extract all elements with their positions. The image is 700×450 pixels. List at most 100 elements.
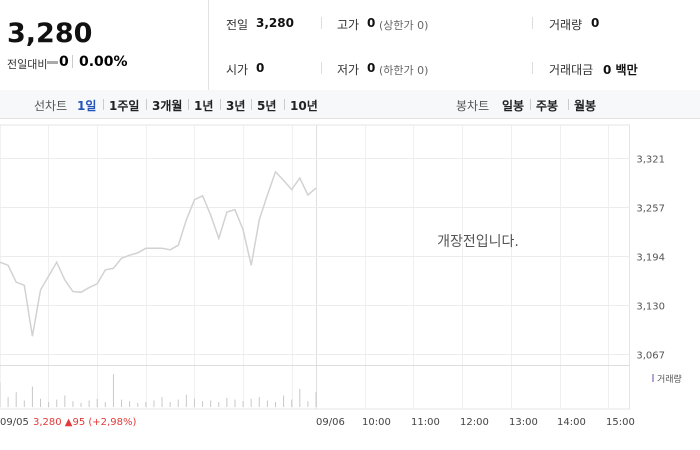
volume-bar xyxy=(307,401,309,407)
volume-bar xyxy=(40,398,42,407)
plot-frame xyxy=(0,124,630,410)
summary-label: 거래대금 xyxy=(549,63,594,77)
price-line xyxy=(0,170,317,337)
volume-bar xyxy=(177,399,179,407)
separator xyxy=(530,99,531,110)
period-tab[interactable]: 1일 xyxy=(77,99,97,113)
volume-bar xyxy=(7,397,9,407)
summary-label: 전일 xyxy=(226,18,249,32)
summary-label: 저가 xyxy=(337,63,360,77)
summary-value: 0 백만 xyxy=(603,63,638,77)
volume-bar xyxy=(64,395,66,407)
volume-bar xyxy=(218,402,220,407)
volume-bar xyxy=(31,386,33,407)
period-tab[interactable]: 5년 xyxy=(257,99,277,113)
volume-bar xyxy=(242,401,244,407)
volume-bar xyxy=(185,394,187,407)
tab-group-label: 봉차트 xyxy=(456,99,490,113)
volume-bar xyxy=(96,398,98,407)
summary-note: (하한가 0) xyxy=(379,64,429,77)
x-tick-label: 14:00 xyxy=(557,417,586,428)
volume-legend: 거래량 xyxy=(657,373,682,385)
volume-bar xyxy=(48,402,50,407)
volume-bar xyxy=(234,399,236,407)
x-tick-label: 12:00 xyxy=(460,417,489,428)
volume-bar xyxy=(161,397,163,407)
volume-bar xyxy=(153,400,155,407)
x-tick-label: 09/06 xyxy=(316,417,345,428)
x-tick-label: 09/05 xyxy=(0,417,29,428)
volume-bar xyxy=(250,398,252,407)
x-tick-label: 15:00 xyxy=(606,417,635,428)
volume-bar xyxy=(0,382,1,407)
candle-tab[interactable]: 월봉 xyxy=(574,99,597,113)
divider xyxy=(321,17,322,29)
divider xyxy=(72,55,73,68)
volume-bar xyxy=(121,399,123,407)
x-tick-label: 10:00 xyxy=(362,417,391,428)
volume-legend-swatch xyxy=(652,374,654,382)
period-tab[interactable]: 1년 xyxy=(194,99,214,113)
summary-note: (상한가 0) xyxy=(379,19,429,32)
volume-bar xyxy=(226,397,228,407)
y-tick-label: 3,321 xyxy=(636,155,665,166)
y-tick-label: 3,130 xyxy=(636,302,665,313)
volume-bar xyxy=(112,374,114,407)
summary-value: 0 xyxy=(591,16,600,30)
period-tab[interactable]: 3년 xyxy=(226,99,246,113)
price: 3,280 xyxy=(7,18,93,49)
separator xyxy=(188,99,189,110)
separator xyxy=(220,99,221,110)
volume-bar xyxy=(193,398,195,407)
divider xyxy=(532,62,533,74)
flat-icon xyxy=(47,61,58,64)
separator xyxy=(103,99,104,110)
volume-bar xyxy=(291,399,293,407)
volume-bar xyxy=(202,401,204,407)
y-tick-label: 3,194 xyxy=(636,253,665,264)
summary-label: 고가 xyxy=(337,18,360,32)
x-tick-label: 13:00 xyxy=(509,417,538,428)
separator xyxy=(284,99,285,110)
candle-tab[interactable]: 일봉 xyxy=(502,99,525,113)
change-label: 전일대비 xyxy=(7,58,48,71)
x-tick-label: 11:00 xyxy=(411,417,440,428)
y-tick-label: 3,257 xyxy=(636,204,665,215)
volume-bar xyxy=(283,395,285,407)
divider xyxy=(532,17,533,29)
summary-value: 3,280 xyxy=(256,16,294,30)
volume-bar xyxy=(137,402,139,407)
y-tick-label: 3,067 xyxy=(636,351,665,362)
separator xyxy=(251,99,252,110)
summary-value: 0 xyxy=(367,16,376,30)
volume-bar xyxy=(210,400,212,407)
volume-bar xyxy=(56,399,58,407)
volume-bar xyxy=(258,397,260,407)
volume-bar xyxy=(80,402,82,407)
change-rate: 0.00% xyxy=(79,54,128,70)
volume-bar xyxy=(274,402,276,407)
candle-tab[interactable]: 주봉 xyxy=(536,99,559,113)
quote-header: 3,280 전일대비 0 0.00% 전일 3,280 고가 0 (상한가 0) 거래량 0… xyxy=(0,0,700,91)
volume-bar xyxy=(299,388,301,407)
volume-bar xyxy=(129,401,131,407)
volume-bar xyxy=(169,402,171,407)
volume-bar xyxy=(104,402,106,407)
change: 0 xyxy=(59,54,69,70)
separator xyxy=(146,99,147,110)
volume-bar xyxy=(15,392,17,407)
volume-bar xyxy=(88,400,90,407)
separator xyxy=(568,99,569,110)
divider xyxy=(321,62,322,74)
market-message: 개장전입니다. xyxy=(437,234,519,250)
volume-bar xyxy=(315,392,317,407)
tab-group-label: 선차트 xyxy=(34,99,68,113)
period-tab[interactable]: 10년 xyxy=(290,99,318,113)
period-tab[interactable]: 3개월 xyxy=(152,99,183,113)
chart-tabs: 선차트 1일 1주일 3개월 1년 3년 5년 10년 봉차트 일봉 주봉 월봉 xyxy=(0,90,700,119)
period-tab[interactable]: 1주일 xyxy=(109,99,140,113)
volume-bar xyxy=(145,402,147,407)
summary-value: 0 xyxy=(367,61,376,75)
